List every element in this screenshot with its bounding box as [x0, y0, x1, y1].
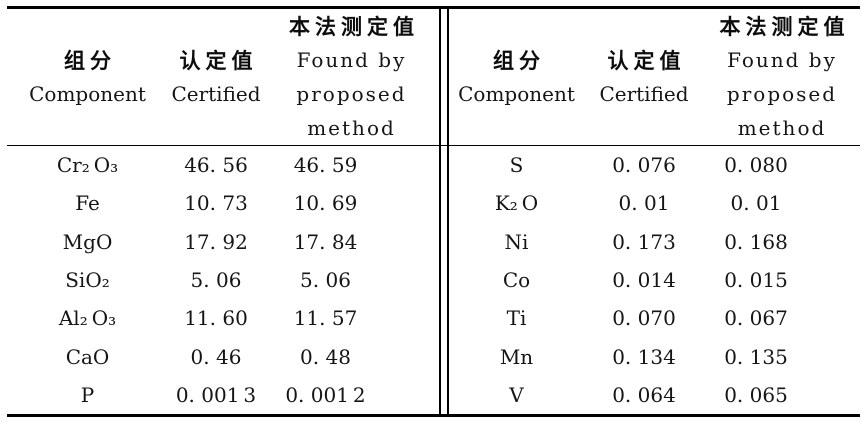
table-header: 本法测定值 本法测定值 组分 认定值 Found by 组分 认定值 Found…	[7, 9, 860, 146]
header-component-en-left: Component	[29, 82, 146, 106]
analysis-results-table: 本法测定值 本法测定值 组分 认定值 Found by 组分 认定值 Found…	[7, 6, 860, 418]
header-certified-en-right: Certified	[599, 82, 689, 106]
found-value-cell: 5. 06	[300, 268, 351, 293]
component-cell: Mn	[499, 344, 534, 369]
component-cell: Ni	[504, 229, 529, 254]
header-found-en2-right: proposed	[726, 82, 838, 106]
found-value-cell: 0. 015	[724, 268, 788, 293]
component-cell: Fe	[75, 191, 100, 216]
certified-value-cell: 0. 134	[612, 344, 676, 369]
certified-value-cell: 5. 06	[190, 268, 242, 293]
header-found-en2-left: proposed	[296, 82, 407, 106]
found-value-cell: 17. 84	[293, 229, 358, 254]
found-value-cell: 11. 57	[293, 306, 358, 331]
found-value-cell: 0. 080	[724, 153, 788, 178]
header-found-en1-left: Found by	[296, 48, 407, 72]
certified-value-cell: 0. 01	[618, 191, 670, 216]
double-rule-divider	[439, 9, 449, 415]
certified-value-cell: 46. 56	[184, 153, 248, 178]
component-cell: SiO₂	[65, 268, 110, 293]
certified-value-cell: 0. 46	[190, 344, 242, 369]
found-value-cell: 0. 135	[724, 344, 788, 369]
found-value-cell: 0. 48	[300, 344, 351, 369]
certified-value-cell: 11. 60	[184, 306, 248, 331]
header-found-en3-right: method	[737, 116, 827, 140]
header-component-zh-left: 组分	[64, 49, 116, 73]
found-value-cell: 0. 168	[724, 229, 788, 254]
component-cell: Al₂ O₃	[58, 306, 117, 331]
component-cell: CaO	[65, 344, 110, 369]
certified-value-cell: 0. 173	[612, 229, 676, 254]
component-cell: P	[80, 382, 95, 407]
component-cell: K₂ O	[494, 191, 539, 216]
found-value-cell: 0. 065	[724, 382, 788, 407]
certified-value-cell: 0. 001 3	[175, 382, 257, 407]
component-cell: Co	[502, 268, 531, 293]
certified-value-cell: 17. 92	[184, 229, 248, 254]
header-found-zh-right: 本法测定值	[719, 15, 850, 39]
found-value-cell: 0. 001 2	[285, 382, 366, 407]
certified-value-cell: 0. 014	[612, 268, 676, 293]
certified-value-cell: 10. 73	[184, 191, 248, 216]
found-value-cell: 46. 59	[293, 153, 358, 178]
component-cell: Cr₂ O₃	[56, 153, 119, 178]
certified-value-cell: 0. 070	[612, 306, 676, 331]
header-found-zh-left: 本法测定值	[289, 15, 419, 39]
header-certified-zh-left: 认定值	[179, 49, 258, 73]
header-certified-en-left: Certified	[171, 82, 261, 106]
component-cell: S	[509, 153, 524, 178]
header-component-zh-right: 组分	[493, 49, 545, 73]
found-value-cell: 0. 067	[724, 306, 788, 331]
component-cell: MgO	[62, 229, 113, 254]
component-cell: Ti	[506, 306, 527, 331]
certified-value-cell: 0. 064	[612, 382, 676, 407]
component-cell: V	[509, 382, 524, 407]
header-certified-zh-right: 认定值	[607, 49, 686, 73]
header-found-en1-right: Found by	[727, 48, 837, 72]
found-value-cell: 10. 69	[293, 191, 358, 216]
found-value-cell: 0. 01	[730, 191, 782, 216]
certified-value-cell: 0. 076	[612, 153, 676, 178]
header-found-en3-left: method	[307, 116, 396, 140]
table-body: Cr₂ O₃ 46. 56 46. 59 S 0. 076 0. 080 Fe …	[7, 146, 860, 414]
header-component-en-right: Component	[458, 82, 575, 106]
